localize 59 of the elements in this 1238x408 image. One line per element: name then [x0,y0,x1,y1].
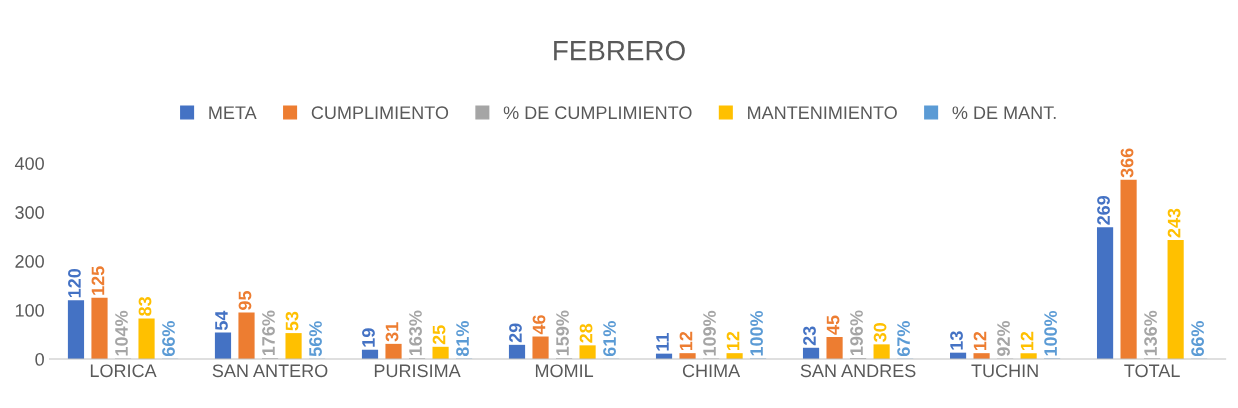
data-label: 12 [679,331,693,351]
x-tick-label: PURISIMA [374,364,461,378]
y-tick-label: 400 [14,157,44,170]
data-label: 100% [750,310,763,356]
data-label: 12 [1020,331,1034,351]
x-tick-label: TUCHIN [971,364,1038,378]
data-label: 243 [1167,208,1181,238]
data-label: 104% [115,310,128,356]
legend-label: MANTENIMIENTO [748,106,897,120]
data-label: 46 [532,315,546,335]
legend-label: % DE CUMPLIMIENTO [503,106,692,120]
data-label: 81% [456,321,469,357]
data-label: 29 [509,323,522,343]
data-label: 269 [1097,195,1110,225]
data-label: 366 [1120,148,1134,178]
data-label: 100% [1044,310,1057,356]
data-label: 176% [262,310,275,356]
data-label: 109% [703,310,716,356]
data-label: 136% [1144,310,1157,356]
y-tick-label: 0 [35,352,44,366]
data-label: 83 [138,297,152,316]
legend-label: CUMPLIMIENTO [311,106,449,120]
data-label: 23 [803,326,816,346]
data-label: 12 [973,331,987,351]
legend-label: META [209,106,257,119]
x-tick-label: SAN ANTERO [212,364,328,378]
x-tick-label: TOTAL [1124,364,1180,378]
data-label: 12 [726,331,740,351]
data-label: 31 [385,322,399,342]
data-label: 92% [997,320,1010,356]
y-tick-label: 300 [15,206,44,219]
data-label: 30 [873,323,887,342]
x-tick-label: MOMIL [535,364,594,378]
data-label: 159% [556,310,569,356]
data-label: 95 [238,290,252,310]
y-tick-label: 100 [15,304,44,317]
data-label: 19 [362,328,375,347]
data-label: 28 [579,323,593,343]
data-label: 53 [285,311,299,331]
x-tick-label: CHIMA [682,364,741,378]
data-label: 54 [215,310,228,331]
legend-label: % DE MANT. [952,106,1056,120]
data-label: 61% [603,321,616,357]
chart-title: FEBRERO [554,40,685,61]
y-tick-label: 200 [15,255,44,268]
data-label: 125 [91,266,105,295]
data-label: 66% [162,321,175,357]
data-label: 67% [897,321,910,357]
x-tick-label: LORICA [90,364,157,378]
data-label: 45 [826,315,840,335]
data-label: 163% [409,310,422,356]
data-label: 25 [432,325,446,345]
x-tick-label: SAN ANDRES [800,364,916,378]
data-label: 56% [309,321,322,357]
data-label: 120 [68,268,81,298]
data-label: 11 [656,333,669,351]
data-label: 196% [850,310,863,355]
data-label: 66% [1191,321,1204,357]
data-label: 13 [950,331,963,350]
